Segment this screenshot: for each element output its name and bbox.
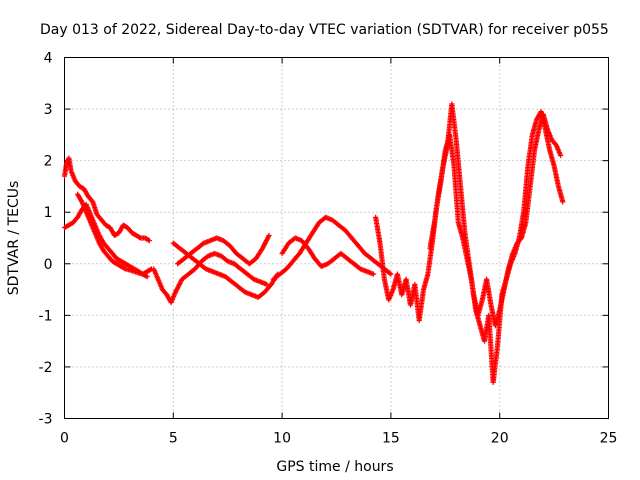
y-axis-label: SDTVAR / TECUs xyxy=(6,181,22,296)
data-point xyxy=(147,266,154,273)
data-point xyxy=(144,274,150,280)
data-points xyxy=(61,101,566,385)
data-point xyxy=(146,237,152,244)
axis-ticks: 0 5 10 15 20 25 -3 -2 -1 0 1 2 3 4 xyxy=(39,51,618,447)
series-track-f xyxy=(175,232,272,267)
data-point xyxy=(121,265,127,271)
data-point xyxy=(370,271,377,277)
x-tick-label: 10 xyxy=(273,431,291,447)
data-point xyxy=(266,232,272,239)
data-point xyxy=(143,273,149,279)
series-track-c xyxy=(74,191,150,280)
series-track-b xyxy=(61,201,155,277)
plot-frame xyxy=(64,57,609,419)
data-point xyxy=(136,234,143,240)
y-tick-label: -3 xyxy=(39,412,53,428)
data-point xyxy=(387,270,393,276)
series-track-e xyxy=(170,240,281,300)
grid-lines xyxy=(64,57,609,419)
y-tick-label: 0 xyxy=(44,257,53,273)
y-tick-label: 3 xyxy=(44,102,53,118)
series-track-h xyxy=(279,235,377,277)
x-tick-label: 0 xyxy=(60,431,69,447)
y-tick-label: 1 xyxy=(44,205,53,221)
series-track-a xyxy=(61,155,152,244)
y-tick-label: 2 xyxy=(44,154,53,170)
x-tick-label: 20 xyxy=(491,431,509,447)
y-tick-label: -1 xyxy=(39,308,53,324)
x-tick-label: 5 xyxy=(169,431,178,447)
data-point xyxy=(558,152,564,159)
series-track-j xyxy=(427,101,564,329)
data-point xyxy=(388,271,394,277)
y-tick-label: 4 xyxy=(44,51,53,67)
x-axis-label: GPS time / hours xyxy=(276,459,393,475)
data-point xyxy=(560,199,566,205)
chart-title: Day 013 of 2022, Sidereal Day-to-day VTE… xyxy=(40,22,609,38)
data-point xyxy=(145,237,151,243)
x-tick-label: 15 xyxy=(382,431,400,447)
y-tick-label: -2 xyxy=(39,360,53,376)
x-tick-label: 25 xyxy=(600,431,618,447)
